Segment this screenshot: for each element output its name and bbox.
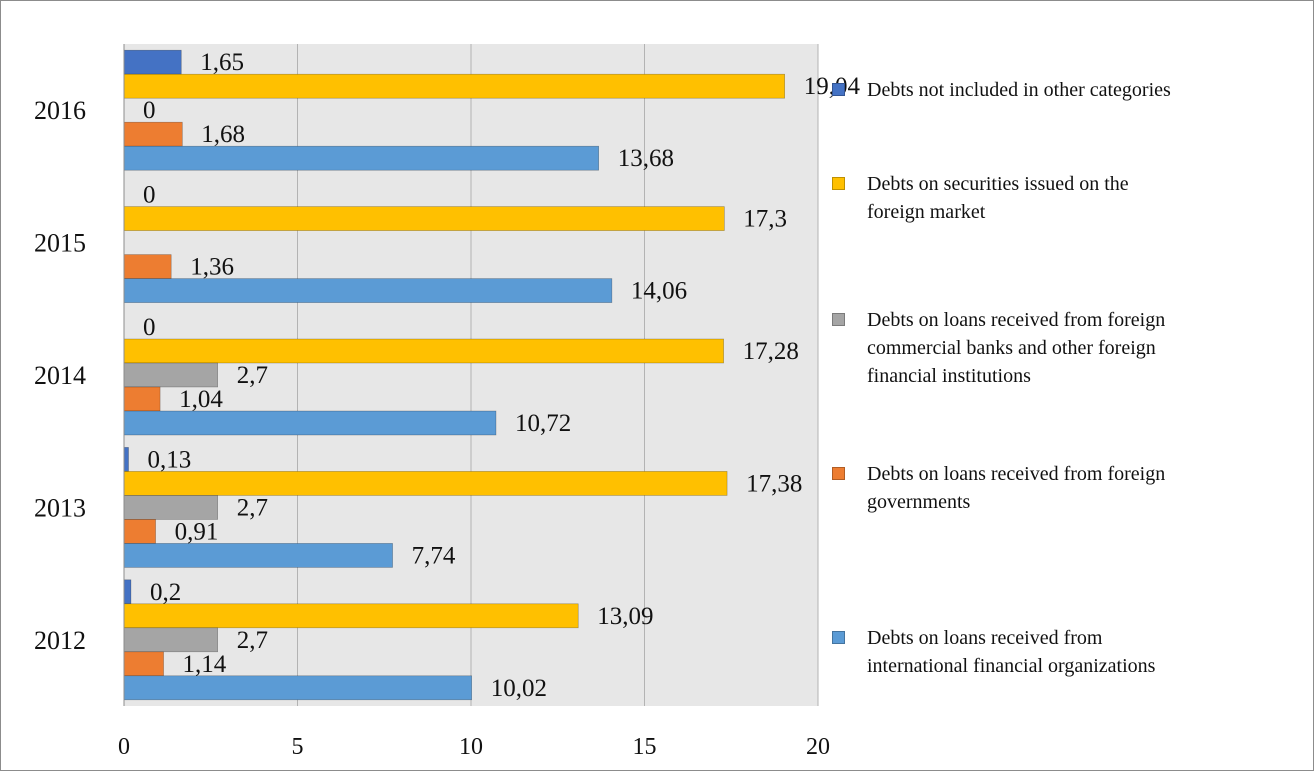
legend-label-securities: Debts on securities issued on the foreig… — [867, 173, 1129, 223]
data-label: 0,91 — [175, 518, 219, 545]
legend-item-foreign-governments: Debts on loans received from foreign gov… — [832, 460, 1165, 516]
data-label: 1,36 — [190, 254, 234, 281]
bar — [123, 579, 132, 605]
data-label: 10,72 — [515, 410, 571, 437]
x-tick-label: 0 — [118, 734, 130, 760]
bar — [123, 675, 472, 701]
bar — [123, 447, 129, 472]
bar — [123, 603, 579, 629]
bar — [123, 254, 172, 279]
legend-item-international-organizations: Debts on loans received from internation… — [832, 624, 1155, 680]
legend-swatch-foreign-governments — [832, 467, 845, 480]
data-label: 7,74 — [412, 542, 456, 569]
y-tick-label: 2016 — [34, 96, 86, 125]
legend-item-commercial-banks: Debts on loans received from foreign com… — [832, 306, 1165, 390]
bar — [123, 627, 218, 653]
data-label: 13,68 — [618, 145, 674, 172]
bar — [123, 519, 156, 544]
data-label: 2,7 — [237, 494, 268, 521]
y-tick-label: 2013 — [34, 493, 86, 522]
legend-swatch-securities — [832, 177, 845, 190]
bar — [123, 410, 497, 436]
data-label: 13,09 — [597, 603, 653, 630]
legend: Debts not included in other categories D… — [832, 0, 1302, 771]
data-label: 2,7 — [237, 362, 268, 389]
data-label: 2,7 — [237, 627, 268, 654]
y-tick-label: 2012 — [34, 626, 86, 655]
bar — [123, 73, 785, 99]
x-tick-label: 10 — [459, 734, 483, 760]
bar — [123, 145, 599, 171]
y-tick-label: 2014 — [34, 361, 86, 390]
bar — [123, 386, 161, 412]
legend-label-foreign-governments: Debts on loans received from foreign gov… — [867, 463, 1166, 513]
data-label: 1,04 — [179, 386, 223, 413]
data-label: 0,13 — [148, 446, 192, 473]
data-label: 17,38 — [746, 470, 802, 497]
bar — [123, 278, 613, 303]
data-label: 1,68 — [201, 121, 245, 148]
data-label: 17,28 — [743, 338, 799, 365]
data-label: 10,02 — [491, 675, 547, 702]
bar — [123, 495, 218, 520]
bar — [123, 651, 164, 677]
data-label: 14,06 — [631, 278, 687, 305]
data-label: 0,2 — [150, 579, 181, 606]
legend-swatch-commercial-banks — [832, 313, 845, 326]
bar — [123, 206, 725, 231]
legend-label-commercial-banks: Debts on loans received from foreign com… — [867, 309, 1166, 387]
legend-label-international-organizations: Debts on loans received from internation… — [867, 627, 1156, 677]
bar — [123, 338, 724, 364]
legend-swatch-uncategorized — [832, 83, 845, 96]
data-label: 1,65 — [200, 49, 244, 76]
legend-label-uncategorized: Debts not included in other categories — [867, 79, 1171, 101]
data-label: 0 — [143, 182, 156, 209]
x-tick-label: 5 — [292, 734, 304, 760]
data-label: 0 — [143, 97, 156, 124]
bar — [123, 121, 183, 147]
data-label: 17,3 — [743, 206, 787, 233]
x-tick-label: 15 — [633, 734, 657, 760]
bar — [123, 543, 393, 568]
bar — [123, 471, 728, 496]
bar — [123, 362, 218, 388]
data-label: 1,14 — [183, 651, 227, 678]
legend-item-securities: Debts on securities issued on the foreig… — [832, 170, 1129, 226]
legend-item-uncategorized: Debts not included in other categories — [832, 76, 1171, 104]
legend-swatch-international-organizations — [832, 631, 845, 644]
bar — [123, 49, 182, 75]
x-tick-label: 20 — [806, 734, 830, 760]
data-label: 0 — [143, 314, 156, 341]
y-tick-label: 2015 — [34, 229, 86, 258]
